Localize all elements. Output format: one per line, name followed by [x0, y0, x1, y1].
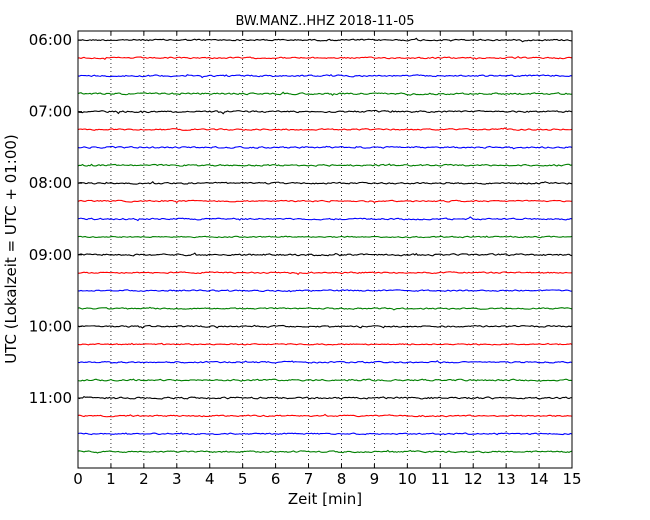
trace-line [77, 235, 573, 239]
x-tick-label: 4 [205, 470, 215, 488]
trace-line [77, 73, 573, 79]
x-tick-label: 11 [431, 470, 450, 488]
plot-frame [77, 30, 573, 469]
x-tick-label: 0 [73, 470, 83, 488]
trace-line [77, 91, 573, 96]
trace-line [77, 145, 573, 150]
y-tick-label: 09:00 [29, 246, 72, 264]
x-tick-label: 8 [337, 470, 347, 488]
trace-line [77, 342, 573, 346]
traces [77, 37, 573, 454]
trace-line [77, 163, 573, 167]
x-tick-label: 12 [464, 470, 483, 488]
y-tick-label: 08:00 [29, 174, 72, 192]
trace-line [77, 180, 573, 185]
trace-line [77, 449, 573, 454]
y-tick-label: 06:00 [29, 31, 72, 49]
trace-line [77, 199, 573, 204]
x-tick-label: 13 [497, 470, 516, 488]
trace-line [77, 396, 573, 400]
x-tick-label: 5 [238, 470, 248, 488]
x-axis: 0 1 2 3 4 5 6 7 8 9 10 11 12 13 14 15 [73, 31, 582, 488]
x-tick-label: 15 [562, 470, 581, 488]
x-tick-label: 6 [271, 470, 281, 488]
trace-line [77, 413, 573, 418]
x-tick-label: 2 [139, 470, 149, 488]
x-tick-label: 1 [106, 470, 116, 488]
x-tick-label: 10 [398, 470, 417, 488]
x-axis-label: Zeit [min] [288, 490, 362, 508]
y-axis: 06:00 07:00 08:00 09:00 10:00 11:00 [29, 31, 82, 407]
trace-line [77, 432, 573, 436]
x-tick-label: 3 [172, 470, 182, 488]
y-axis-label: UTC (Lokalzeit = UTC + 01:00) [2, 134, 20, 364]
trace-line [77, 360, 573, 364]
trace-line [77, 252, 573, 257]
x-tick-label: 9 [370, 470, 380, 488]
trace-line [77, 289, 573, 293]
trace-line [77, 216, 573, 222]
trace-line [77, 306, 573, 311]
trace-line [77, 37, 573, 43]
trace-line [77, 324, 573, 329]
trace-line [77, 378, 573, 382]
y-tick-label: 10:00 [29, 317, 72, 335]
trace-line [77, 56, 573, 60]
x-tick-label: 7 [304, 470, 314, 488]
x-tick-label: 14 [530, 470, 549, 488]
y-tick-label: 07:00 [29, 103, 72, 121]
y-tick-label: 11:00 [29, 389, 72, 407]
trace-line [77, 271, 573, 276]
grid-lines [110, 31, 540, 468]
chart-title: BW.MANZ..HHZ 2018-11-05 [235, 14, 414, 29]
trace-line [77, 109, 573, 115]
trace-line [77, 127, 573, 131]
